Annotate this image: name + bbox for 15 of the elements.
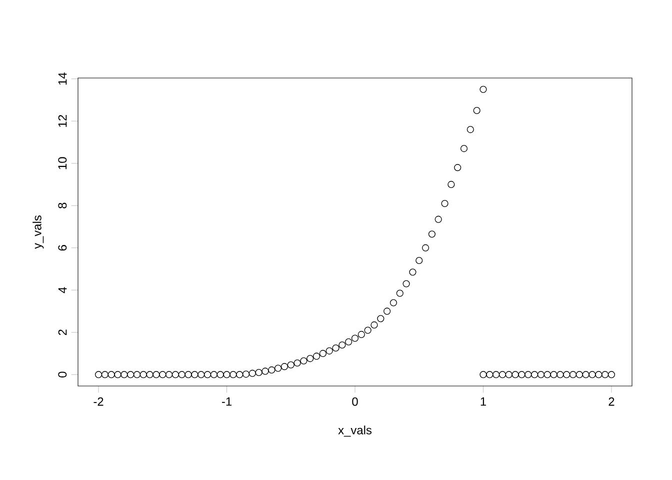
y-axis-title: y_vals: [32, 215, 44, 249]
x-tick-label: 1: [480, 397, 486, 406]
x-tick-label: -1: [222, 397, 232, 406]
y-tick-label: 0: [58, 372, 67, 378]
y-tick-label: 14: [58, 72, 67, 85]
x-tick-label: -2: [94, 397, 104, 406]
y-tick-label: 12: [58, 115, 67, 127]
x-axis-title: x_vals: [338, 426, 372, 437]
y-tick-label: 2: [58, 330, 67, 336]
y-tick-label: 4: [58, 287, 67, 294]
y-tick-label: 6: [58, 245, 67, 251]
x-tick-label: 2: [608, 397, 614, 406]
y-tick-label: 8: [58, 202, 67, 208]
y-tick-label: 10: [58, 157, 67, 170]
x-tick-label: 0: [352, 397, 358, 406]
